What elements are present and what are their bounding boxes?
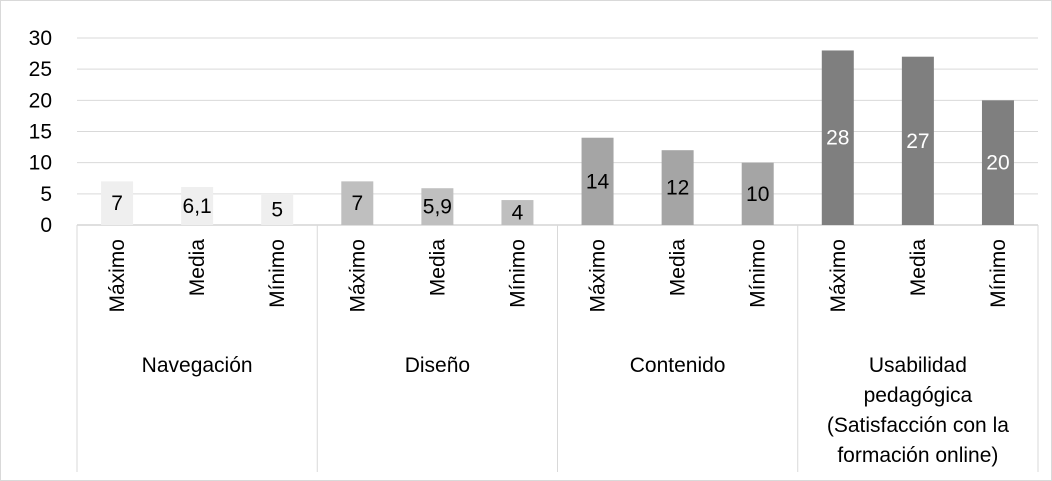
y-tick-label: 30 bbox=[29, 27, 52, 50]
bar-1-1 bbox=[421, 188, 454, 225]
group-label: Contenido bbox=[630, 354, 726, 377]
data-label: 20 bbox=[986, 152, 1009, 175]
bar-2-0 bbox=[581, 137, 614, 225]
y-tick-label: 15 bbox=[29, 121, 52, 144]
bar-0-2 bbox=[261, 193, 294, 225]
x-axis: Máximo Media Mínimo Navegación Máximo Media Mí… bbox=[76, 225, 1039, 472]
group-label: Diseño bbox=[405, 354, 470, 377]
y-tick-label: 20 bbox=[29, 89, 52, 112]
bar-3-2 bbox=[981, 100, 1014, 225]
data-label: 10 bbox=[746, 183, 769, 206]
y-tick-label: 0 bbox=[40, 214, 52, 237]
group-label: formación online) bbox=[837, 444, 998, 467]
category-label: Máximo bbox=[346, 239, 369, 313]
category-label: Máximo bbox=[587, 239, 610, 313]
group-label: Usabilidad bbox=[869, 354, 967, 377]
category-label: Media bbox=[426, 239, 449, 297]
category-label: Mínimo bbox=[506, 239, 529, 308]
bar-3-1 bbox=[901, 56, 934, 226]
y-tick-label: 10 bbox=[29, 152, 52, 175]
bar-1-2 bbox=[501, 200, 534, 225]
category-label: Media bbox=[907, 239, 930, 297]
data-label: 5,9 bbox=[423, 196, 452, 219]
bars: 7 6,1 5 7 5,9 4 14 12 10 28 27 20 bbox=[101, 50, 1014, 226]
data-label: 7 bbox=[111, 192, 123, 215]
data-label: 12 bbox=[666, 177, 689, 200]
data-label: 6,1 bbox=[183, 195, 212, 218]
y-axis: 0 5 10 15 20 25 30 bbox=[29, 27, 52, 237]
y-tick-label: 5 bbox=[40, 183, 52, 206]
data-label: 28 bbox=[826, 127, 849, 150]
data-label: 14 bbox=[586, 170, 610, 193]
category-label: Mínimo bbox=[987, 239, 1010, 308]
category-label: Mínimo bbox=[266, 239, 289, 308]
category-label: Mínimo bbox=[747, 239, 770, 308]
bar-1-0 bbox=[341, 181, 374, 225]
group-label: Navegación bbox=[142, 354, 253, 377]
y-tick-label: 25 bbox=[29, 58, 52, 81]
bar-2-2 bbox=[741, 162, 774, 225]
gridlines bbox=[77, 37, 1038, 226]
group-label: (Satisfacción con la bbox=[827, 414, 1009, 437]
category-label: Máximo bbox=[827, 239, 850, 313]
category-label: Media bbox=[186, 239, 209, 297]
data-label: 5 bbox=[271, 198, 283, 221]
data-label: 4 bbox=[512, 202, 524, 225]
bar-3-0 bbox=[821, 50, 854, 225]
data-label: 27 bbox=[906, 130, 929, 153]
category-label: Media bbox=[667, 239, 690, 297]
group-label: pedagógica bbox=[864, 384, 973, 407]
bar-2-1 bbox=[661, 150, 694, 225]
bar-0-1 bbox=[181, 186, 214, 225]
bar-0-0 bbox=[101, 181, 134, 225]
category-label: Máximo bbox=[106, 239, 129, 313]
data-label: 7 bbox=[351, 192, 363, 215]
